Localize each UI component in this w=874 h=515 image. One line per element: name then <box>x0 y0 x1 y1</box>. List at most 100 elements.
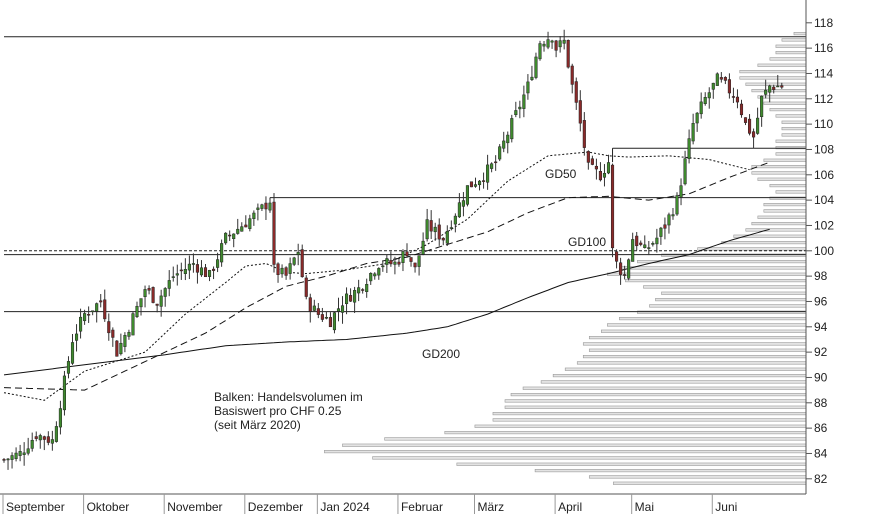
volume-bar <box>781 127 807 131</box>
volume-annotation: Balken: Handelsvolumen im Basiswert pro … <box>214 390 363 432</box>
volume-bar <box>751 165 807 169</box>
candle-up <box>707 92 711 99</box>
candle-down <box>752 131 756 138</box>
candle-down <box>115 340 119 357</box>
candle-up <box>135 305 139 318</box>
candle-up <box>760 95 764 118</box>
volume-bar <box>456 462 807 466</box>
volume-bar <box>721 241 807 245</box>
y-tick-label: 90 <box>814 370 828 384</box>
candle-up <box>647 247 651 249</box>
y-tick-label: 112 <box>814 92 833 106</box>
volume-bar <box>510 392 807 397</box>
candle-up <box>191 263 195 265</box>
candle-up <box>377 268 381 276</box>
candle-down <box>570 65 574 85</box>
candle-up <box>490 163 494 169</box>
candle-down <box>739 103 744 116</box>
candle-down <box>34 436 38 439</box>
candle-up <box>538 43 542 60</box>
candle-down <box>594 165 598 170</box>
candle-down <box>723 77 727 81</box>
candle-up <box>252 212 256 219</box>
candlesticks <box>2 29 784 470</box>
candle-up <box>236 228 240 234</box>
candle-down <box>264 202 268 210</box>
candle-up <box>340 305 345 313</box>
candle-down <box>203 267 208 278</box>
candle-down <box>743 117 748 123</box>
candle-down <box>361 289 365 291</box>
candle-down <box>107 321 111 334</box>
candle-up <box>38 435 42 441</box>
candle-up <box>453 215 457 225</box>
volume-bar <box>751 89 807 93</box>
volume-bar <box>522 386 807 390</box>
candle-up <box>292 257 296 265</box>
volume-bar <box>739 70 807 74</box>
y-tick-label: 96 <box>814 294 828 308</box>
volume-bar <box>504 405 807 409</box>
candle-up <box>534 56 538 78</box>
candle-up <box>91 310 95 313</box>
candle-up <box>699 101 703 115</box>
volume-bar <box>763 209 807 213</box>
y-tick-label: 88 <box>814 396 828 410</box>
candle-down <box>244 224 248 228</box>
candle-up <box>651 242 655 245</box>
candle-down <box>389 260 393 265</box>
volume-bar <box>781 120 807 124</box>
candle-up <box>187 263 191 271</box>
candle-down <box>276 263 280 275</box>
candle-up <box>50 439 54 444</box>
candle-down <box>111 329 115 338</box>
candle-up <box>353 290 357 303</box>
volume-bar <box>601 329 807 333</box>
volume-bar <box>324 449 807 454</box>
candle-up <box>510 118 514 140</box>
volume-bar <box>576 361 807 365</box>
y-gridlines <box>806 22 812 480</box>
y-tick-label: 94 <box>814 320 828 334</box>
candle-down <box>663 224 667 229</box>
candle-up <box>199 267 204 276</box>
candle-down <box>586 151 590 163</box>
candle-up <box>671 214 675 217</box>
candle-down <box>320 314 324 320</box>
candle-down <box>639 242 643 245</box>
volume-bar <box>757 215 807 219</box>
volume-bar <box>781 38 807 42</box>
gd50-label: GD50 <box>545 167 577 181</box>
ma-labels: GD50 GD100 GD200 <box>422 167 606 361</box>
volume-bar <box>607 272 807 276</box>
candle-up <box>643 244 647 249</box>
month-label: November <box>167 500 222 514</box>
candle-up <box>421 240 425 255</box>
candle-up <box>457 202 461 218</box>
candle-up <box>542 43 546 47</box>
candle-down <box>228 234 232 237</box>
candle-up <box>95 303 99 312</box>
candle-up <box>14 452 18 459</box>
candle-up <box>163 288 167 297</box>
candle-up <box>756 117 760 134</box>
volume-bar <box>504 399 807 403</box>
candle-up <box>602 173 607 178</box>
month-label: Februar <box>401 500 443 514</box>
candle-up <box>127 332 131 337</box>
gd200-label: GD200 <box>422 347 460 361</box>
candle-up <box>465 185 469 205</box>
candle-up <box>332 312 337 331</box>
candle-down <box>615 251 619 262</box>
candle-down <box>397 261 401 265</box>
candle-up <box>268 202 272 211</box>
candle-down <box>554 40 558 51</box>
candle-up <box>256 207 260 210</box>
candle-down <box>623 274 627 276</box>
candle-down <box>578 100 582 124</box>
candle-up <box>30 439 34 449</box>
volume-bar <box>607 323 807 327</box>
volume-bar <box>619 316 807 321</box>
candle-up <box>506 134 510 144</box>
candle-up <box>18 451 22 456</box>
